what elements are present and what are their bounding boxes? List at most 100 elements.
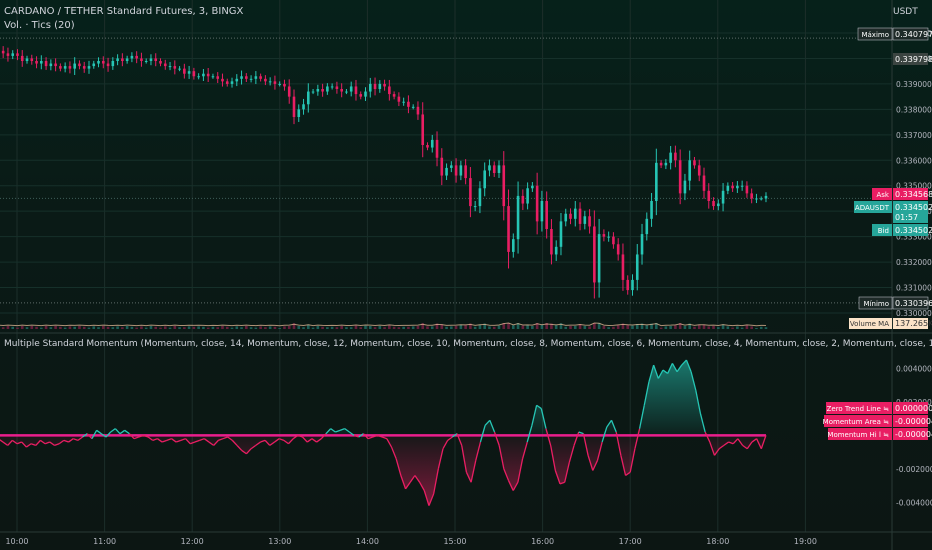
momentum-segment — [213, 439, 219, 446]
candle-body — [445, 167, 448, 176]
momentum-segment — [667, 363, 673, 374]
volume-bar — [230, 327, 234, 329]
volume-bar — [125, 326, 129, 329]
candle-body — [669, 152, 672, 163]
candle-body — [135, 55, 138, 59]
momentum-segment — [461, 445, 468, 473]
time-tick-label: 12:00 — [181, 537, 204, 546]
volume-bar — [173, 326, 177, 329]
momentum-segment — [194, 439, 200, 443]
momentum-segment — [381, 436, 388, 440]
candle-body — [292, 96, 296, 117]
bid-label: Bid — [878, 227, 889, 235]
momentum-segment — [208, 441, 215, 446]
volume-bar — [569, 326, 572, 329]
momentum-segment — [718, 444, 725, 450]
momentum-segment — [648, 364, 655, 382]
volume-bar — [35, 326, 38, 329]
momentum-segment — [737, 438, 744, 446]
candle-body — [621, 254, 625, 280]
price-axis[interactable]: 0.3410000.3400000.3390000.3380000.337000… — [896, 29, 932, 318]
currency-label[interactable]: USDT — [893, 7, 918, 17]
candle-body — [554, 246, 558, 255]
volume-bar — [507, 323, 510, 329]
candle-body — [192, 71, 196, 77]
price-tick-label: 0.333000 — [896, 233, 932, 242]
candle-body — [35, 61, 38, 64]
momentum-segment — [582, 433, 589, 456]
candle-body — [82, 66, 86, 69]
volume-bar — [349, 327, 353, 329]
volume-bar — [740, 327, 744, 329]
volume-bar — [121, 327, 124, 329]
momentum-segment — [451, 433, 458, 438]
momentum-segment — [264, 439, 271, 446]
momentum-segment — [302, 436, 308, 443]
indicator-title[interactable]: Multiple Standard Momentum (Momentum, cl… — [4, 339, 932, 349]
candle-body — [531, 185, 534, 189]
momentum-segment — [409, 475, 416, 483]
momentum-segment — [241, 449, 247, 455]
time-tick-label: 17:00 — [619, 537, 642, 546]
candle-body — [402, 101, 405, 103]
max-value: 0.340797 — [895, 30, 932, 39]
volume-bar — [621, 323, 625, 329]
momentum-segment — [540, 408, 547, 429]
candle-body — [678, 160, 682, 194]
volume-bar — [712, 326, 715, 329]
volume-bar — [659, 327, 663, 329]
time-tick-label: 10:00 — [5, 537, 28, 546]
momentum-segment — [250, 444, 257, 450]
volume-bar — [159, 327, 162, 329]
volume-bar — [678, 323, 682, 329]
momentum-segment — [335, 429, 341, 433]
volume-legend[interactable]: Vol. · Tics (20) — [4, 20, 75, 31]
candle-body — [330, 86, 334, 88]
volume-bar — [135, 327, 138, 329]
volume-bar — [635, 324, 639, 329]
candle-body — [435, 139, 439, 158]
candle-body — [163, 63, 167, 67]
ask-label: Ask — [877, 191, 890, 199]
candle-body — [254, 76, 258, 79]
candle-body — [106, 63, 110, 67]
momentum-segment — [283, 439, 289, 445]
candle-body — [216, 76, 220, 79]
momentum-segment — [100, 433, 107, 438]
momentum-segment — [742, 444, 748, 450]
candle-body — [392, 94, 396, 97]
momentum-segment — [756, 438, 762, 450]
momentum-segment — [114, 428, 121, 435]
candle-body — [101, 61, 105, 64]
candle-body — [240, 76, 243, 79]
momentum-segment — [320, 433, 327, 440]
volume-bar — [163, 326, 167, 329]
momentum-hi-badge: Momentum Hi l ≒ -0.000004 — [827, 428, 932, 440]
time-axis[interactable]: 10:00 11:00 12:00 13:00 14:00 15:00 16:00 17:00… — [5, 537, 816, 546]
candle-body — [583, 216, 587, 224]
candle-body — [626, 279, 630, 291]
volume-bar — [225, 326, 229, 329]
volume-bar — [6, 326, 10, 329]
volume-bar — [140, 326, 143, 329]
volume-bar — [669, 326, 672, 329]
candle-body — [516, 195, 520, 240]
momentum-segment — [465, 471, 472, 483]
candle-body — [388, 86, 391, 95]
candle-body — [311, 91, 315, 93]
symbol-title[interactable]: CARDANO / TETHER Standard Futures, 3, BI… — [4, 6, 244, 17]
momentum-segment — [16, 441, 22, 445]
candle-body — [78, 63, 81, 67]
momentum-segment — [433, 468, 439, 495]
volume-bar — [483, 323, 486, 329]
volume-bar — [597, 323, 601, 329]
candle-body — [125, 58, 129, 61]
candle-body — [25, 58, 29, 61]
volume-bar — [478, 324, 482, 329]
momentum-segment — [91, 430, 98, 440]
momentum-segment — [578, 431, 584, 435]
momentum-segment — [274, 438, 280, 443]
momentum-segment — [695, 390, 702, 414]
